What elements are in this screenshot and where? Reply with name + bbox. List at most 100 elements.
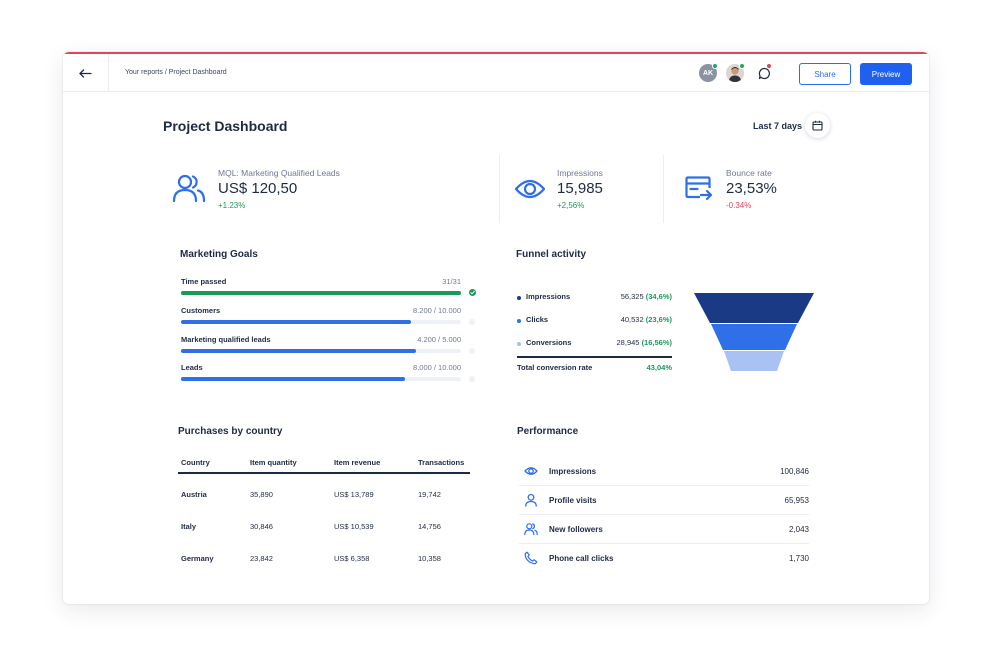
users-icon xyxy=(172,174,206,203)
performance-row[interactable]: New followers 2,043 xyxy=(519,515,809,544)
back-button[interactable] xyxy=(63,54,109,92)
share-button[interactable]: Share xyxy=(799,63,851,85)
goal-status-dot xyxy=(469,348,475,354)
total-label: Total conversion rate xyxy=(517,363,593,372)
goal-progress-track xyxy=(181,349,461,353)
funnel-label: Conversions xyxy=(526,338,572,347)
card-title: Performance xyxy=(517,426,579,437)
funnel-row: Conversions 28,945 (16,56%) xyxy=(517,338,672,350)
table-cell: 30,846 xyxy=(250,522,273,531)
total-value: 43,04% xyxy=(646,363,672,372)
kpi-value: 15,985 xyxy=(557,180,603,197)
table-cell: 10,358 xyxy=(418,554,441,563)
goal-progress-fill xyxy=(181,320,411,324)
marketing-goals-card: Marketing Goals Time passed 31/31 Custom… xyxy=(167,235,491,395)
kpi-value: US$ 120,50 xyxy=(218,180,298,197)
kpi-label: Bounce rate xyxy=(726,168,772,178)
table-cell: Italy xyxy=(181,522,197,531)
funnel-percent: (34,6%) xyxy=(645,292,672,301)
goal-label: Time passed xyxy=(181,277,227,286)
table-row[interactable]: Italy 30,846 US$ 10,539 14,756 xyxy=(167,522,491,536)
goal-value: 4.200 / 5.000 xyxy=(417,335,461,344)
kpi-value: 23,53% xyxy=(726,180,777,197)
column-header[interactable]: Transactions xyxy=(418,458,465,467)
funnel-value: 40,532 (23,6%) xyxy=(621,315,672,324)
arrow-left-icon xyxy=(79,68,92,78)
notification-dot xyxy=(766,63,772,69)
breadcrumb[interactable]: Your reports / Project Dashboard xyxy=(125,69,227,76)
top-bar: Your reports / Project Dashboard AK Shar… xyxy=(63,54,929,92)
performance-value: 2,043 xyxy=(788,525,809,534)
goal-progress-track xyxy=(181,320,461,324)
goal-status-dot xyxy=(469,376,475,382)
check-circle-icon xyxy=(469,289,476,296)
table-row[interactable]: Austria 35,890 US$ 13,789 19,742 xyxy=(167,490,491,504)
funnel-value: 28,945 (16,56%) xyxy=(617,338,672,347)
table-cell: 19,742 xyxy=(418,490,441,499)
kpi-card-mql[interactable]: MQL: Marketing Qualified Leads US$ 120,5… xyxy=(167,154,500,224)
funnel-percent: (23,6%) xyxy=(645,315,672,324)
card-title: Purchases by country xyxy=(178,426,283,437)
column-header[interactable]: Item quantity xyxy=(250,458,297,467)
funnel-value: 56,325 (34,6%) xyxy=(621,292,672,301)
funnel-label: Clicks xyxy=(526,315,549,324)
goal-label: Customers xyxy=(181,306,221,315)
performance-label: Profile visits xyxy=(549,496,597,505)
funnel-activity-card: Funnel activity Impressions 56,325 (34,6… xyxy=(500,235,832,395)
funnel-stage-impressions[interactable] xyxy=(694,293,814,323)
performance-row[interactable]: Impressions 100,846 xyxy=(519,457,809,486)
performance-row[interactable]: Profile visits 65,953 xyxy=(519,486,809,515)
divider xyxy=(663,155,664,223)
avatar-initials: AK xyxy=(702,69,714,77)
funnel-chart xyxy=(694,293,814,371)
chat-bubble-icon xyxy=(758,67,770,79)
browser-exit-icon xyxy=(685,176,713,201)
column-header[interactable]: Country xyxy=(181,458,210,467)
date-picker-button[interactable] xyxy=(805,113,830,138)
dashboard-window: Your reports / Project Dashboard AK Shar… xyxy=(63,52,929,604)
kpi-card-impressions[interactable]: Impressions 15,985 +2,56% xyxy=(509,154,659,224)
funnel-stage-clicks[interactable] xyxy=(711,324,797,350)
goal-progress-fill xyxy=(181,377,405,381)
user-icon xyxy=(525,493,537,507)
funnel-row: Impressions 56,325 (34,6%) xyxy=(517,292,672,304)
preview-button[interactable]: Preview xyxy=(860,63,912,85)
goal-label: Leads xyxy=(181,363,203,372)
table-cell: 23,842 xyxy=(250,554,273,563)
funnel-row: Clicks 40,532 (23,6%) xyxy=(517,315,672,327)
table-cell: Austria xyxy=(181,490,207,499)
kpi-label: Impressions xyxy=(557,168,603,178)
funnel-label: Impressions xyxy=(526,292,571,301)
kpi-label: MQL: Marketing Qualified Leads xyxy=(218,168,340,178)
table-cell: 35,890 xyxy=(250,490,273,499)
eye-icon xyxy=(524,467,538,475)
goal-value: 8.200 / 10.000 xyxy=(413,306,461,315)
total-divider xyxy=(517,356,672,358)
performance-value: 100,846 xyxy=(780,467,809,476)
goal-progress-track xyxy=(181,291,461,295)
kpi-card-bounce-rate[interactable]: Bounce rate 23,53% -0.34% xyxy=(673,154,833,224)
funnel-number: 28,945 xyxy=(616,338,640,347)
card-title: Marketing Goals xyxy=(180,249,258,260)
column-header[interactable]: Item revenue xyxy=(334,458,381,467)
comments-button[interactable] xyxy=(755,64,773,82)
performance-label: Impressions xyxy=(549,467,597,476)
page-title: Project Dashboard xyxy=(163,118,288,134)
goal-progress-fill xyxy=(181,291,461,295)
goal-progress-fill xyxy=(181,349,417,353)
purchases-card: Purchases by country Country Item quanti… xyxy=(167,412,491,572)
goal-value: 8.000 / 10.000 xyxy=(413,363,461,372)
performance-label: Phone call clicks xyxy=(549,554,614,563)
date-range-label[interactable]: Last 7 days xyxy=(753,121,803,131)
table-cell: US$ 10,539 xyxy=(334,522,374,531)
performance-row[interactable]: Phone call clicks 1,730 xyxy=(519,544,809,573)
performance-list: Impressions 100,846 Profile visits 65,95… xyxy=(519,457,809,577)
eye-icon xyxy=(514,179,546,199)
performance-label: New followers xyxy=(549,525,603,534)
performance-value: 65,953 xyxy=(784,496,809,505)
goal-status-dot xyxy=(469,319,475,325)
header-divider xyxy=(178,472,470,474)
calendar-icon xyxy=(812,120,823,131)
funnel-stage-conversions[interactable] xyxy=(724,351,784,371)
table-row[interactable]: Germany 23,842 US$ 6,358 10,358 xyxy=(167,554,491,568)
